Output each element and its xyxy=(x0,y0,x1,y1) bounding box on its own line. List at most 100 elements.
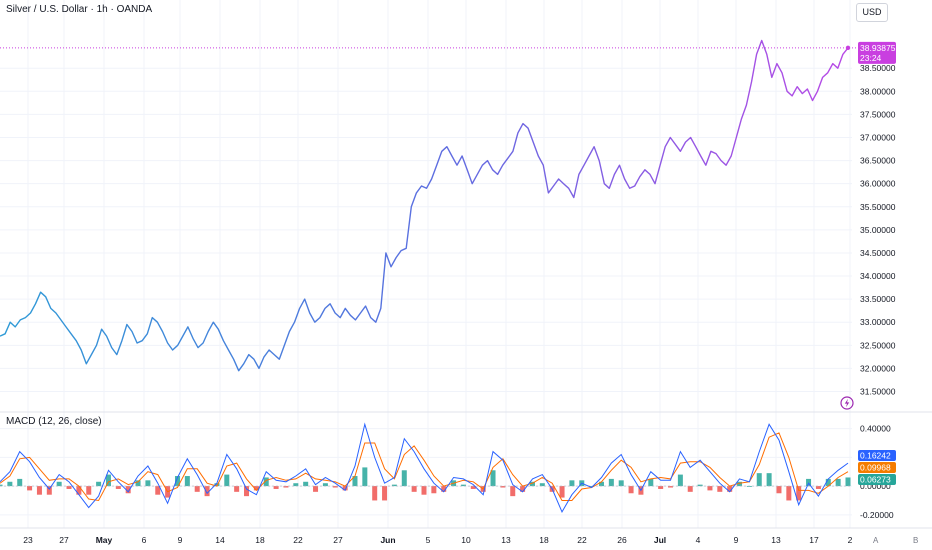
histogram-bar xyxy=(36,486,42,495)
histogram-bar xyxy=(717,486,723,492)
time-axis-label: 5 xyxy=(426,535,431,545)
histogram-bar xyxy=(677,474,683,487)
time-axis-label: 22 xyxy=(577,535,587,545)
macd-axis-tick-label: 0.40000 xyxy=(860,424,891,434)
price-axis-tick-label: 32.50000 xyxy=(860,340,896,350)
time-axis-label: 9 xyxy=(178,535,183,545)
histogram-bar xyxy=(194,486,200,492)
price-axis-tick-label: 34.50000 xyxy=(860,248,896,258)
histogram-bar xyxy=(441,486,447,492)
histogram-bar xyxy=(707,486,713,491)
price-axis-tick-label: 35.50000 xyxy=(860,202,896,212)
time-axis-label: Jul xyxy=(654,535,666,545)
histogram-bar xyxy=(628,486,634,494)
histogram-bar xyxy=(746,486,752,487)
histogram-bar xyxy=(421,486,427,495)
histogram-bar xyxy=(608,478,614,487)
price-axis-tick-label: 36.50000 xyxy=(860,156,896,166)
macd-indicator-title[interactable]: MACD (12, 26, close) xyxy=(6,416,102,427)
price-axis-tick-label: 33.50000 xyxy=(860,294,896,304)
macd-value-badge xyxy=(858,450,896,461)
time-axis-label: 10 xyxy=(461,535,471,545)
scale-mode-b-button[interactable]: B xyxy=(913,536,919,545)
bar-countdown: 23:24 xyxy=(860,53,882,63)
histogram-bar xyxy=(342,486,348,491)
histogram-bar xyxy=(529,481,535,487)
current-price-badge xyxy=(858,41,896,64)
histogram-bar xyxy=(786,486,792,501)
histogram-bar xyxy=(76,486,82,495)
histogram-bar xyxy=(283,486,289,488)
price-axis-tick-label: 37.50000 xyxy=(860,109,896,119)
histogram-bar xyxy=(598,481,604,487)
histogram-bar xyxy=(658,486,664,489)
price-axis-tick-label: 31.50000 xyxy=(860,387,896,397)
histogram-bar xyxy=(431,486,437,494)
scale-mode-a-button[interactable]: A xyxy=(873,536,879,545)
price-axis-tick-label: 34.00000 xyxy=(860,271,896,281)
histogram-bar xyxy=(559,486,565,498)
histogram-bar xyxy=(510,486,516,497)
histogram-bar xyxy=(253,486,259,491)
histogram-bar xyxy=(293,483,299,487)
chart-title: Silver / U.S. Dollar · 1h · OANDA xyxy=(6,4,153,15)
histogram-bar xyxy=(618,480,624,487)
signal-value-badge xyxy=(858,462,896,473)
histogram-bar xyxy=(155,486,161,495)
lightning-icon[interactable] xyxy=(840,396,854,410)
time-axis-label: 18 xyxy=(539,535,549,545)
time-axis-label: 9 xyxy=(734,535,739,545)
histogram-bar xyxy=(648,478,654,487)
histogram-bar xyxy=(46,486,52,495)
price-series-line xyxy=(0,39,849,372)
histogram-bar xyxy=(263,477,269,487)
histogram-bar xyxy=(490,470,496,487)
histogram-value-badge-text: 0.06273 xyxy=(860,475,891,485)
histogram-bar xyxy=(7,481,13,487)
macd-value-badge-text: 0.16242 xyxy=(860,451,891,461)
macd-axis-tick-label: -0.20000 xyxy=(860,510,894,520)
price-axis-tick-label: 36.00000 xyxy=(860,179,896,189)
histogram-bar xyxy=(224,474,230,487)
histogram-bar xyxy=(796,486,802,501)
histogram-bar xyxy=(372,486,378,501)
histogram-bar xyxy=(96,481,102,487)
histogram-bar xyxy=(766,473,772,487)
gridlines xyxy=(0,0,852,528)
histogram-bar xyxy=(204,486,210,497)
histogram-bar xyxy=(776,486,782,494)
histogram-bar xyxy=(56,481,62,487)
histogram-bar xyxy=(835,478,841,487)
time-axis-label: 4 xyxy=(696,535,701,545)
histogram-bar xyxy=(737,481,743,487)
histogram-bar xyxy=(244,486,250,497)
histogram-bar xyxy=(401,470,407,487)
histogram-bar xyxy=(174,476,180,487)
macd-series-line xyxy=(0,422,849,514)
histogram-bar xyxy=(569,480,575,487)
histogram-bar xyxy=(815,486,821,489)
time-axis-label: 22 xyxy=(293,535,303,545)
time-axis-label: 26 xyxy=(617,535,627,545)
currency-button[interactable]: USD xyxy=(856,3,888,22)
histogram-bar xyxy=(668,486,674,488)
histogram-bar xyxy=(115,486,121,489)
histogram-bar xyxy=(500,486,506,488)
histogram-bar xyxy=(145,480,151,487)
histogram-bar xyxy=(184,476,190,487)
signal-series-line xyxy=(0,432,849,502)
time-axis-label: Jun xyxy=(380,535,395,545)
time-axis-label: 27 xyxy=(59,535,69,545)
histogram-value-badge xyxy=(858,474,896,485)
time-axis-label: 18 xyxy=(255,535,265,545)
histogram-bar xyxy=(313,486,319,492)
time-axis-label: 27 xyxy=(333,535,343,545)
histogram-bar xyxy=(687,486,693,492)
price-axis-tick-label: 38.00000 xyxy=(860,86,896,96)
histogram-bar xyxy=(845,477,851,487)
histogram-bar xyxy=(27,486,33,491)
histogram-bar xyxy=(470,486,476,489)
price-axis-tick-label: 35.00000 xyxy=(860,225,896,235)
histogram-bar xyxy=(322,483,328,487)
